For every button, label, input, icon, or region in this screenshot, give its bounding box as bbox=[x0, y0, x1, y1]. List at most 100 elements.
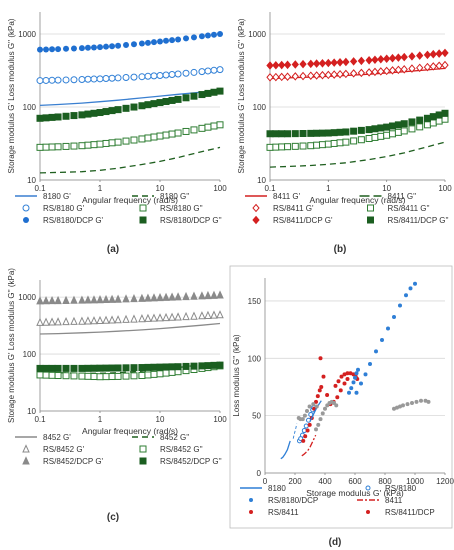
x-tick-label: 0.1 bbox=[34, 184, 46, 193]
legend-c: 8452 G' 8452 G'' RS/8452 G' RS/8452 G'' RS/8… bbox=[15, 433, 222, 466]
legend-entry: RS/8452 G'' bbox=[160, 445, 203, 454]
data-point bbox=[102, 364, 110, 372]
data-point bbox=[78, 295, 86, 304]
data-point bbox=[423, 50, 432, 60]
data-point bbox=[130, 103, 138, 111]
y-axis-title: Storage modulus G' Loss modulus G'' (kPa… bbox=[237, 18, 246, 173]
y-tick-label: 150 bbox=[248, 297, 262, 306]
data-point bbox=[42, 317, 50, 326]
legend-b: 8411 G' 8411 G'' RS/8411 G' RS/8411 G'' RS/8… bbox=[245, 192, 449, 225]
legend-entry: RS/8452/DCP G'' bbox=[160, 457, 222, 466]
data-point bbox=[63, 45, 70, 52]
data-point bbox=[342, 381, 347, 386]
data-point bbox=[168, 312, 176, 321]
data-point bbox=[338, 388, 343, 393]
data-point bbox=[357, 56, 366, 66]
data-point bbox=[307, 422, 312, 427]
x-tick-label: 0.1 bbox=[34, 415, 46, 424]
data-point bbox=[150, 363, 158, 371]
data-point bbox=[84, 364, 92, 372]
panel-caption: (b) bbox=[334, 244, 347, 255]
data-point bbox=[130, 314, 138, 323]
data-point bbox=[168, 130, 176, 138]
data-point bbox=[374, 349, 378, 354]
data-point bbox=[42, 296, 50, 305]
data-point bbox=[182, 127, 190, 135]
legend-entry: RS/8411 G'' bbox=[388, 204, 431, 213]
data-point bbox=[216, 361, 224, 369]
data-point bbox=[54, 76, 62, 84]
data-point bbox=[363, 372, 368, 377]
data-point bbox=[163, 37, 170, 44]
data-point bbox=[62, 76, 70, 84]
data-point bbox=[416, 51, 424, 60]
data-point bbox=[114, 315, 122, 324]
data-point bbox=[314, 427, 318, 432]
data-point bbox=[198, 362, 206, 370]
data-point bbox=[114, 138, 122, 146]
data-point bbox=[318, 417, 323, 422]
data-point bbox=[312, 59, 321, 68]
data-point bbox=[377, 54, 385, 64]
data-point bbox=[272, 130, 280, 138]
data-point bbox=[174, 292, 182, 301]
y-axis-title: Storage modulus G' Loss modulus G'' (kPa… bbox=[7, 18, 16, 173]
data-point bbox=[278, 72, 286, 82]
legend-entry: 8452 G'' bbox=[160, 433, 190, 442]
data-point bbox=[371, 67, 379, 77]
data-point bbox=[272, 61, 280, 70]
data-point bbox=[130, 364, 138, 372]
data-point bbox=[357, 136, 365, 144]
data-point bbox=[359, 381, 363, 386]
data-point bbox=[108, 373, 116, 381]
series-rs-8411-dcp bbox=[318, 356, 350, 407]
data-point bbox=[42, 371, 50, 379]
data-point bbox=[138, 364, 146, 372]
data-point bbox=[122, 372, 130, 380]
data-point bbox=[84, 372, 92, 380]
data-point bbox=[90, 295, 98, 304]
data-point bbox=[204, 89, 212, 97]
x-tick-label: 600 bbox=[348, 477, 362, 486]
data-point bbox=[299, 142, 307, 150]
data-point bbox=[84, 44, 91, 51]
legend-entry: 8411 G' bbox=[273, 192, 301, 201]
data-point bbox=[416, 123, 424, 131]
data-point bbox=[291, 142, 299, 150]
series-8452-g--line bbox=[39, 322, 221, 335]
data-point bbox=[78, 364, 86, 372]
data-point bbox=[48, 113, 56, 121]
data-point bbox=[144, 313, 152, 322]
data-point bbox=[144, 134, 152, 142]
data-point bbox=[84, 141, 92, 149]
data-point bbox=[272, 72, 280, 82]
data-point bbox=[318, 70, 327, 80]
data-point bbox=[84, 75, 92, 83]
data-point bbox=[210, 290, 218, 299]
data-point bbox=[204, 67, 212, 75]
data-point bbox=[150, 370, 158, 378]
data-point bbox=[157, 38, 163, 45]
data-point bbox=[48, 76, 56, 84]
data-point bbox=[190, 126, 198, 134]
data-point bbox=[307, 59, 315, 69]
data-point bbox=[48, 364, 56, 372]
data-point bbox=[204, 362, 212, 370]
data-point bbox=[423, 62, 432, 72]
data-point bbox=[37, 46, 43, 53]
data-point bbox=[36, 296, 44, 305]
data-point bbox=[371, 125, 379, 133]
data-point bbox=[182, 291, 190, 301]
data-point bbox=[174, 70, 182, 78]
data-point bbox=[138, 102, 146, 110]
data-point bbox=[284, 143, 292, 151]
x-tick-label: 100 bbox=[213, 415, 227, 424]
data-point bbox=[78, 75, 86, 83]
data-point bbox=[303, 423, 309, 429]
series-rs-8452-g- bbox=[36, 362, 224, 381]
data-point bbox=[315, 394, 320, 399]
panel-caption: (d) bbox=[329, 537, 342, 548]
data-point bbox=[349, 69, 358, 78]
data-point bbox=[210, 361, 218, 369]
data-point bbox=[168, 292, 176, 301]
